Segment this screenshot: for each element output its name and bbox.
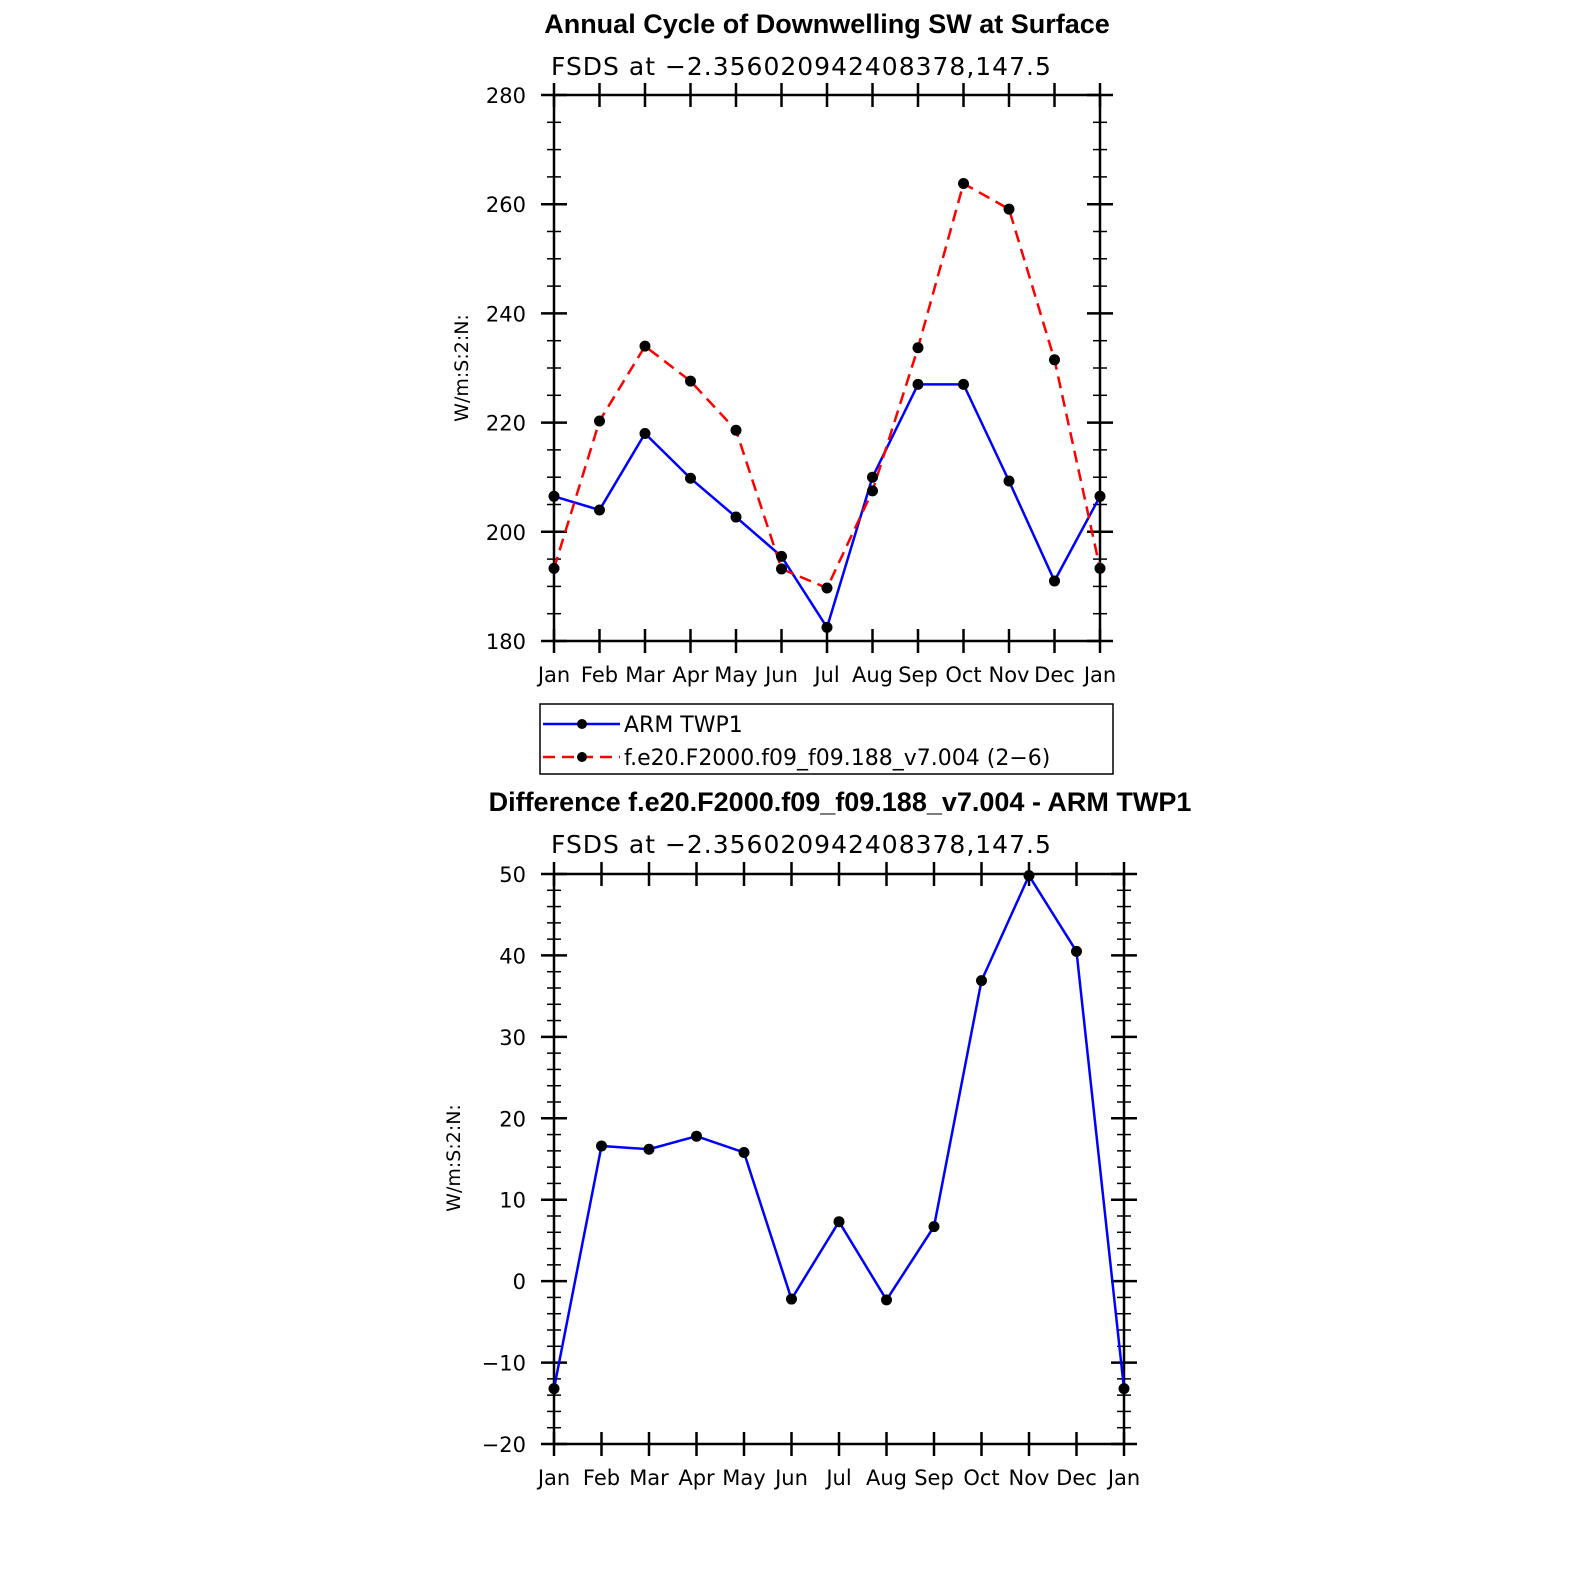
chart-1-plot-area: Jan Feb Mar Apr May Jun Jul Aug Sep Oct Nov Dec Jan 1… bbox=[486, 83, 1116, 687]
y-tick-label: −20 bbox=[482, 1433, 526, 1457]
legend-label-arm: ARM TWP1 bbox=[624, 713, 743, 738]
y-tick-label: 40 bbox=[499, 944, 526, 968]
chart-1-series-1-point bbox=[821, 621, 833, 633]
chart-1-series-2-point bbox=[730, 424, 742, 436]
chart-1-series-1-point bbox=[639, 428, 651, 440]
chart-2-series-1-point bbox=[928, 1221, 940, 1233]
chart-2-series-1-point bbox=[643, 1143, 655, 1155]
chart-2-subtitle: FSDS at −2.356020942408378,147.5 bbox=[551, 830, 1052, 859]
x-tick-label: Apr bbox=[672, 663, 709, 687]
chart-2-series-1-point bbox=[548, 1383, 560, 1395]
y-tick-label: 260 bbox=[486, 193, 526, 217]
x-tick-label: Nov bbox=[1009, 1466, 1050, 1490]
chart-1-series-2-point bbox=[685, 375, 696, 387]
chart-2-frame bbox=[552, 872, 1126, 1446]
x-tick-label: Jul bbox=[824, 1466, 851, 1490]
y-tick-label: 240 bbox=[486, 302, 526, 326]
x-tick-label: Apr bbox=[678, 1466, 715, 1490]
chart-2-title: Difference f.e20.F2000.f09_f09.188_v7.00… bbox=[489, 787, 1192, 817]
x-tick-label: May bbox=[714, 663, 757, 687]
chart-1-series-2-point bbox=[1094, 562, 1106, 574]
chart-1-ylabel: W/m:S:2:N: bbox=[451, 314, 473, 422]
chart-1-series-2-point bbox=[594, 415, 605, 427]
chart-1-series-1-point bbox=[1094, 490, 1106, 502]
x-tick-label: Jun bbox=[773, 1466, 808, 1490]
chart-1-series-2-point bbox=[867, 485, 878, 497]
x-tick-label: Aug bbox=[866, 1466, 907, 1490]
x-tick-label: Nov bbox=[989, 663, 1030, 687]
x-tick-label: Sep bbox=[914, 1466, 954, 1490]
chart-1-series-1-point bbox=[594, 504, 605, 516]
y-tick-label: 30 bbox=[499, 1026, 526, 1050]
y-tick-label: 180 bbox=[486, 630, 526, 654]
x-tick-label: Jul bbox=[812, 663, 839, 687]
x-tick-label: Jan bbox=[1106, 1466, 1140, 1490]
chart-2-series-1-point bbox=[976, 975, 987, 987]
chart-1-series-1-point bbox=[958, 378, 969, 390]
chart-1-series-2-line bbox=[552, 181, 1102, 590]
y-tick-label: 0 bbox=[513, 1270, 526, 1294]
x-tick-label: Dec bbox=[1034, 663, 1075, 687]
chart-2-plot-area: Jan Feb Mar Apr May Jun Jul Aug Sep Oct Nov Dec Jan−… bbox=[482, 862, 1140, 1490]
chart-1-title: Annual Cycle of Downwelling SW at Surfac… bbox=[544, 9, 1110, 39]
x-tick-label: Oct bbox=[963, 1466, 999, 1490]
chart-1-series-1-point bbox=[685, 472, 696, 484]
chart-1-subtitle: FSDS at −2.356020942408378,147.5 bbox=[551, 52, 1052, 81]
legend-label-model: f.e20.F2000.f09_f09.188_v7.004 (2−6) bbox=[624, 746, 1050, 771]
x-tick-label: Mar bbox=[629, 1466, 669, 1490]
y-tick-label: 200 bbox=[486, 521, 526, 545]
chart-1-frame bbox=[552, 93, 1102, 643]
x-tick-label: Feb bbox=[583, 1466, 620, 1490]
chart-2-series-1-line bbox=[552, 872, 1126, 1389]
chart-1-series-1-point bbox=[548, 490, 560, 502]
chart-1-series-2-point bbox=[958, 177, 969, 189]
legend-frame bbox=[539, 703, 1114, 775]
chart-1-series-2-point bbox=[1049, 354, 1060, 366]
chart-1-series-2-point bbox=[912, 342, 924, 354]
chart-1-series-1-point bbox=[730, 511, 742, 523]
chart-2-series-1-point bbox=[1118, 1383, 1130, 1395]
chart-1-series-2-point bbox=[1003, 203, 1015, 215]
x-tick-label: Mar bbox=[625, 663, 665, 687]
y-tick-label: −10 bbox=[482, 1352, 526, 1376]
x-tick-label: Jan bbox=[536, 663, 570, 687]
x-tick-label: Jan bbox=[536, 1466, 570, 1490]
chart-1-series-1-point bbox=[1003, 475, 1015, 487]
chart-1-series-1-point bbox=[776, 550, 787, 562]
y-tick-label: 280 bbox=[486, 84, 526, 108]
y-tick-label: 50 bbox=[499, 863, 526, 887]
x-tick-label: Feb bbox=[581, 663, 618, 687]
legend-swatch-model-marker bbox=[577, 752, 587, 762]
y-tick-label: 220 bbox=[486, 412, 526, 436]
chart-1-series-2-point bbox=[548, 562, 560, 574]
chart-2-series-1-point bbox=[691, 1130, 702, 1142]
x-tick-label: Sep bbox=[898, 663, 938, 687]
chart-1-series-2-point bbox=[639, 340, 651, 352]
y-tick-label: 10 bbox=[499, 1189, 526, 1213]
y-tick-label: 20 bbox=[499, 1107, 526, 1131]
chart-1-legend: ARM TWP1 f.e20.F2000.f09_f09.188_v7.004 … bbox=[539, 703, 1114, 775]
x-tick-label: Oct bbox=[945, 663, 981, 687]
chart-2-ylabel: W/m:S:2:N: bbox=[443, 1104, 465, 1212]
chart-2-series-1-point bbox=[1071, 945, 1082, 957]
x-tick-label: Aug bbox=[852, 663, 893, 687]
chart-2-series-1-point bbox=[738, 1146, 750, 1158]
x-tick-label: Dec bbox=[1056, 1466, 1097, 1490]
x-tick-label: Jan bbox=[1082, 663, 1116, 687]
x-tick-label: May bbox=[722, 1466, 765, 1490]
legend-swatch-arm-marker bbox=[577, 719, 587, 729]
chart-1-series-1-point bbox=[867, 471, 878, 483]
chart-2-series-1-point bbox=[596, 1140, 607, 1152]
chart-2-series-1-point bbox=[881, 1294, 892, 1306]
chart-2-series-1-point bbox=[786, 1293, 797, 1305]
x-tick-label: Jun bbox=[763, 663, 798, 687]
chart-1-series-1-point bbox=[912, 378, 924, 390]
chart-2-series-1-point bbox=[833, 1216, 845, 1228]
chart-2-series-1-point bbox=[1023, 870, 1035, 882]
chart-1-series-2-point bbox=[821, 582, 833, 594]
chart-1-series-1-point bbox=[1049, 575, 1060, 587]
chart-1-series-2-point bbox=[776, 563, 787, 575]
